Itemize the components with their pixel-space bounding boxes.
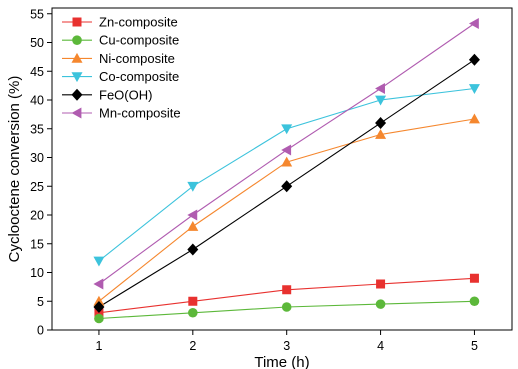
data-point [468,53,480,66]
legend: Zn-composite Cu-composite Ni-composite Co-c… [62,15,181,121]
x-axis-ticks: 1 2 3 4 5 [95,330,478,353]
data-point [187,209,198,221]
data-point [281,156,293,167]
data-point [94,313,104,324]
legend-label: Zn-composite [99,15,178,30]
legend-label: Co-composite [99,69,179,84]
data-point [93,256,105,267]
x-tick-label: 5 [471,339,478,353]
data-point [281,302,292,312]
data-point [375,299,386,309]
data-point [188,296,198,306]
y-tick-label: 10 [30,266,44,280]
y-tick-label: 0 [37,324,44,338]
y-tick-label: 5 [37,295,44,309]
data-point [187,181,199,192]
data-point [375,129,387,139]
y-tick-label: 30 [30,151,44,165]
data-point [93,278,104,290]
y-tick-label: 55 [30,7,44,21]
legend-marker [71,88,83,101]
legend-marker [71,72,83,83]
y-tick-label: 15 [30,237,44,251]
data-point [93,295,105,306]
x-tick-label: 2 [189,339,196,353]
legend-marker [71,107,82,119]
legend-label: Ni-composite [99,51,175,66]
y-tick-label: 20 [30,209,44,223]
y-tick-label: 35 [30,122,44,136]
legend-marker [71,52,83,63]
x-tick-label: 4 [377,339,384,353]
data-point [468,84,480,94]
series-markers [93,18,480,324]
data-point [187,221,199,231]
series-lines [98,23,475,320]
y-tick-label: 50 [30,36,44,50]
data-point [468,113,480,124]
plot-frame [51,7,513,331]
data-point [375,83,385,94]
y-tick-label: 45 [30,65,44,79]
legend-marker [72,17,82,27]
data-point [375,117,387,129]
data-point [375,95,387,106]
series-line [98,118,475,302]
data-point [187,243,199,256]
data-point [93,301,105,313]
data-point [281,180,293,193]
data-point [468,18,479,30]
legend-label: FeO(OH) [99,87,152,102]
y-tick-label: 25 [30,180,44,194]
legend-label: Cu-composite [99,33,179,48]
data-point [281,144,292,156]
y-tick-label: 40 [30,94,44,108]
x-axis-label: Time (h) [254,354,309,369]
x-tick-label: 1 [95,339,102,353]
data-point [188,307,198,318]
data-point [469,273,479,283]
data-point [376,279,386,289]
data-point [282,285,292,295]
data-point [281,124,293,135]
legend-marker [72,35,82,45]
data-point [469,296,480,307]
legend-label: Mn-composite [99,106,181,121]
y-axis-ticks: 0 5 10 15 20 25 30 35 40 45 50 55 [30,7,52,338]
x-tick-label: 3 [283,339,290,353]
y-axis-label: Cyclooctene conversion (%) [6,76,23,263]
